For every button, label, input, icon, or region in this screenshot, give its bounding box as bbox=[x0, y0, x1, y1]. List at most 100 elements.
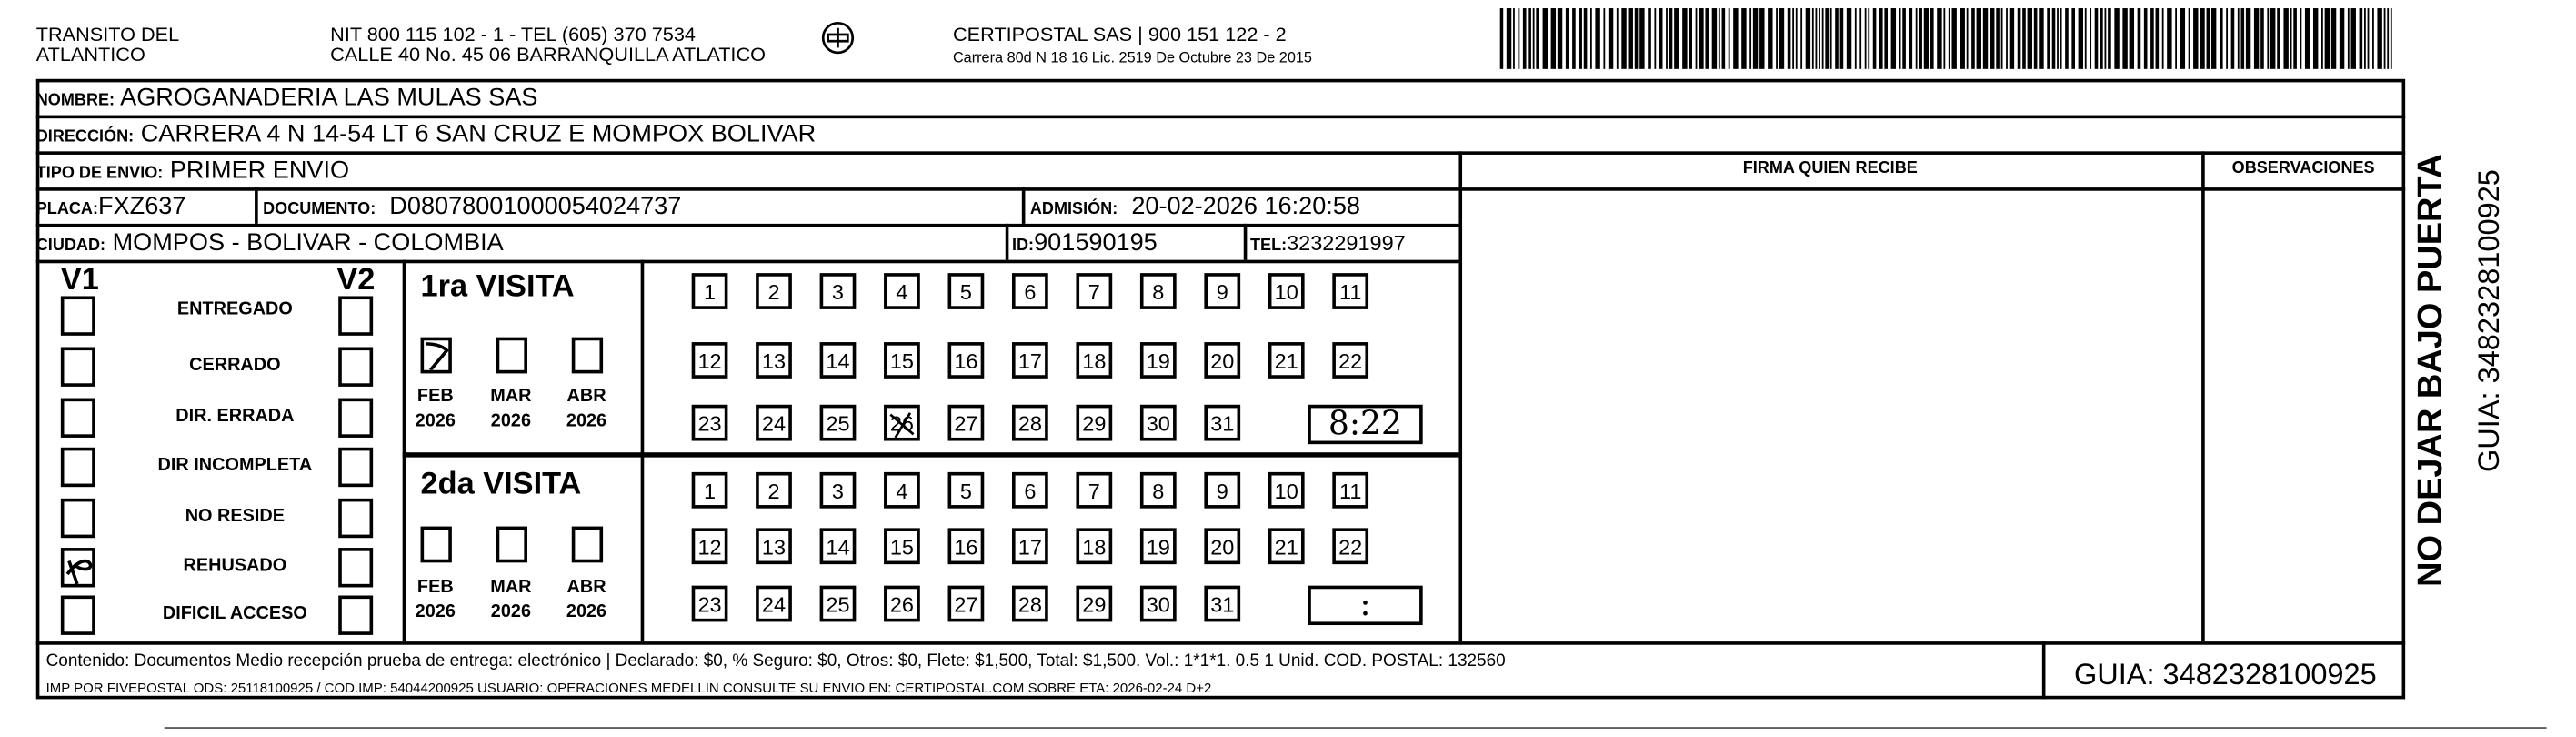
day-box-1[interactable]: 1 bbox=[691, 471, 728, 509]
month-checkbox[interactable] bbox=[496, 337, 527, 374]
v2-checkbox[interactable] bbox=[338, 498, 374, 539]
day-box-15[interactable]: 15 bbox=[884, 528, 920, 565]
month-checkbox[interactable] bbox=[420, 337, 452, 374]
day-box-13[interactable]: 13 bbox=[756, 528, 792, 565]
day-box-3[interactable]: 3 bbox=[819, 471, 857, 509]
v1-checkbox[interactable] bbox=[60, 447, 95, 488]
day-box-28[interactable]: 28 bbox=[1011, 585, 1048, 622]
v1-checkbox[interactable] bbox=[60, 347, 95, 387]
day-box-2[interactable]: 2 bbox=[756, 471, 792, 509]
v2-checkbox[interactable] bbox=[338, 548, 374, 588]
day-box-31[interactable]: 31 bbox=[1204, 404, 1241, 441]
day-box-25[interactable]: 25 bbox=[819, 404, 857, 441]
day-box-30[interactable]: 30 bbox=[1139, 585, 1177, 622]
barcode-bar bbox=[2009, 8, 2015, 69]
month-checkbox[interactable] bbox=[496, 526, 527, 563]
day-box-14[interactable]: 14 bbox=[819, 342, 857, 379]
day-box-10[interactable]: 10 bbox=[1268, 471, 1305, 509]
day-box-23[interactable]: 23 bbox=[691, 585, 728, 622]
barcode-bar bbox=[2143, 8, 2148, 69]
day-box-26[interactable]: 26 bbox=[884, 404, 920, 441]
day-box-20[interactable]: 20 bbox=[1204, 528, 1241, 565]
day-box-27[interactable]: 27 bbox=[947, 585, 985, 622]
day-box-18[interactable]: 18 bbox=[1076, 528, 1113, 565]
barcode-bar bbox=[1666, 8, 1668, 69]
day-box-11[interactable]: 11 bbox=[1332, 471, 1369, 509]
v1-checkbox[interactable] bbox=[60, 498, 95, 539]
day-box-19[interactable]: 19 bbox=[1139, 342, 1177, 379]
day-box-23[interactable]: 23 bbox=[691, 404, 728, 441]
v1-checkbox[interactable] bbox=[60, 398, 95, 438]
day-box-26[interactable]: 26 bbox=[884, 585, 920, 622]
day-box-30[interactable]: 30 bbox=[1139, 404, 1177, 441]
month-label: ABR 2026 bbox=[562, 576, 611, 625]
v2-checkbox[interactable] bbox=[338, 296, 374, 336]
day-box-5[interactable]: 5 bbox=[947, 273, 985, 309]
day-box-7[interactable]: 7 bbox=[1076, 273, 1113, 309]
day-box-29[interactable]: 29 bbox=[1076, 404, 1113, 441]
day-box-4[interactable]: 4 bbox=[884, 273, 920, 309]
day-box-14[interactable]: 14 bbox=[819, 528, 857, 565]
day-box-18[interactable]: 18 bbox=[1076, 342, 1113, 379]
v2-checkbox[interactable] bbox=[338, 595, 374, 635]
day-box-8[interactable]: 8 bbox=[1139, 471, 1177, 509]
barcode-bar bbox=[2267, 8, 2270, 69]
day-box-5[interactable]: 5 bbox=[947, 471, 985, 509]
day-box-3[interactable]: 3 bbox=[819, 273, 857, 309]
day-box-10[interactable]: 10 bbox=[1268, 273, 1305, 309]
barcode-bar bbox=[1759, 8, 1765, 69]
month-label: MAR 2026 bbox=[486, 576, 536, 625]
day-box-17[interactable]: 17 bbox=[1011, 528, 1048, 565]
day-box-22[interactable]: 22 bbox=[1332, 528, 1369, 565]
day-box-28[interactable]: 28 bbox=[1011, 404, 1048, 441]
day-box-17[interactable]: 17 bbox=[1011, 342, 1048, 379]
day-box-24[interactable]: 24 bbox=[756, 404, 792, 441]
month-checkbox[interactable] bbox=[420, 526, 452, 563]
barcode-bar bbox=[1532, 8, 1535, 69]
day-box-11[interactable]: 11 bbox=[1332, 273, 1369, 309]
day-box-22[interactable]: 22 bbox=[1332, 342, 1369, 379]
v1-checkbox[interactable] bbox=[60, 595, 95, 635]
day-box-15[interactable]: 15 bbox=[884, 342, 920, 379]
day-box-27[interactable]: 27 bbox=[947, 404, 985, 441]
barcode-bar bbox=[1513, 8, 1515, 69]
day-box-9[interactable]: 9 bbox=[1204, 273, 1241, 309]
status-label-1: CERRADO bbox=[189, 355, 281, 376]
day-box-31[interactable]: 31 bbox=[1204, 585, 1241, 622]
month-checkbox[interactable] bbox=[571, 526, 604, 563]
id-value: 901590195 bbox=[1034, 228, 1158, 257]
observaciones-label: OBSERVACIONES bbox=[2231, 159, 2375, 178]
v2-checkbox[interactable] bbox=[338, 347, 374, 387]
day-box-1[interactable]: 1 bbox=[691, 273, 728, 309]
day-box-21[interactable]: 21 bbox=[1268, 342, 1305, 379]
day-box-25[interactable]: 25 bbox=[819, 585, 857, 622]
day-box-24[interactable]: 24 bbox=[756, 585, 792, 622]
v1-checkbox[interactable] bbox=[60, 296, 95, 336]
month-name: MAR bbox=[490, 386, 532, 407]
day-box-4[interactable]: 4 bbox=[884, 471, 920, 509]
month-checkbox[interactable] bbox=[571, 337, 604, 374]
day-box-2[interactable]: 2 bbox=[756, 273, 792, 309]
day-box-8[interactable]: 8 bbox=[1139, 273, 1177, 309]
day-box-29[interactable]: 29 bbox=[1076, 585, 1113, 622]
day-box-13[interactable]: 13 bbox=[756, 342, 792, 379]
day-box-20[interactable]: 20 bbox=[1204, 342, 1241, 379]
time-box[interactable]: 8:22 bbox=[1308, 404, 1423, 445]
time-box[interactable]: : bbox=[1308, 585, 1423, 626]
v2-checkbox[interactable] bbox=[338, 398, 374, 438]
day-box-19[interactable]: 19 bbox=[1139, 528, 1177, 565]
v2-checkbox[interactable] bbox=[338, 447, 374, 488]
month-label: MAR 2026 bbox=[486, 385, 536, 434]
barcode-bar bbox=[1919, 8, 1922, 69]
day-box-7[interactable]: 7 bbox=[1076, 471, 1113, 509]
day-box-16[interactable]: 16 bbox=[947, 342, 985, 379]
day-box-12[interactable]: 12 bbox=[691, 528, 728, 565]
day-box-6[interactable]: 6 bbox=[1011, 471, 1048, 509]
barcode-bar bbox=[2240, 8, 2245, 69]
day-box-9[interactable]: 9 bbox=[1204, 471, 1241, 509]
day-box-6[interactable]: 6 bbox=[1011, 273, 1048, 309]
day-box-21[interactable]: 21 bbox=[1268, 528, 1305, 565]
day-box-16[interactable]: 16 bbox=[947, 528, 985, 565]
day-box-12[interactable]: 12 bbox=[691, 342, 728, 379]
v1-checkbox[interactable] bbox=[60, 548, 95, 588]
